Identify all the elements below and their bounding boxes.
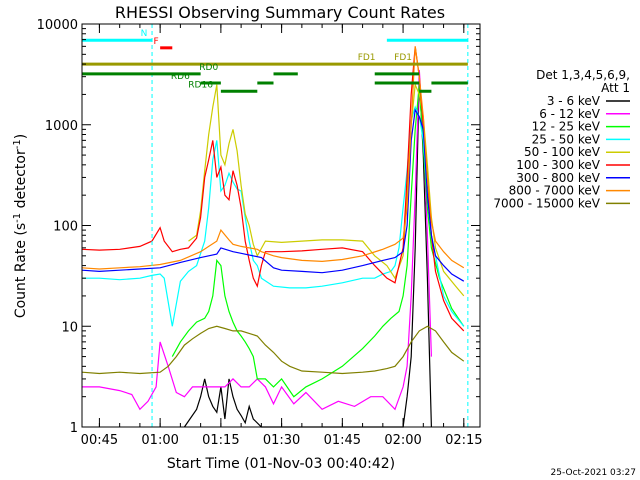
y-tick-label: 10000 — [37, 18, 78, 33]
flag-label-fd1-2: FD1 — [358, 53, 376, 63]
generation-timestamp: 25-Oct-2021 03:27 — [551, 468, 636, 478]
series-25-50-kev — [82, 105, 465, 327]
x-tick-label: 01:45 — [324, 433, 361, 448]
legend-label-100-300-kev: 100 - 300 keV — [516, 158, 600, 172]
legend-label-12-25-kev: 12 - 25 keV — [532, 120, 601, 134]
y-axis-label: Count Rate (s-1 detector-1) — [12, 134, 29, 318]
legend-label-3-6-kev: 3 - 6 keV — [547, 94, 601, 108]
tick-layer: 00:45 01:00 01:15 01:30 01:45 02:00 02:15 1 10 10… — [37, 18, 483, 448]
flag-label-rd0-4: RD0 — [199, 63, 218, 73]
x-axis-label: Start Time (01-Nov-03 00:40:42) — [167, 456, 395, 472]
legend-label-6-12-kev: 6 - 12 keV — [539, 107, 601, 121]
series-7000-15000-kev — [81, 325, 465, 375]
legend-title-line-2: Att 1 — [601, 81, 630, 95]
flag-label-f-1: F — [153, 37, 158, 47]
y-tick-label: 100 — [53, 220, 78, 235]
x-tick-label: 01:30 — [263, 433, 300, 448]
series-100-300-kev — [81, 46, 465, 332]
legend-label-25-50-kev: 25 - 50 keV — [532, 132, 601, 146]
series-6-12-kev — [82, 69, 432, 411]
y-tick-label: 10 — [61, 320, 78, 335]
series-300-800-kev — [81, 108, 465, 282]
legend-label-7000-15000-kev: 7000 - 15000 keV — [493, 196, 600, 210]
series-12-25-kev — [171, 84, 465, 398]
flag-label-fd1-3: FD1 — [394, 53, 412, 63]
x-tick-label: 02:15 — [445, 433, 482, 448]
flag-label-n-0: N — [141, 29, 148, 39]
series-800-7000-kev — [81, 46, 465, 270]
x-tick-label: 00:45 — [81, 433, 118, 448]
flag-label-rd16-6: RD16 — [188, 80, 213, 90]
chart-title: RHESSI Observing Summary Count Rates — [115, 3, 445, 22]
y-tick-label: 1000 — [45, 119, 78, 134]
x-tick-label: 02:00 — [384, 433, 421, 448]
flag-label-rd6-5: RD6 — [171, 72, 190, 82]
series-layer — [81, 46, 465, 428]
y-tick-label: 1 — [70, 421, 78, 436]
legend-label-50-100-kev: 50 - 100 keV — [524, 145, 601, 159]
legend-label-800-7000-kev: 800 - 7000 keV — [509, 184, 601, 198]
x-tick-label: 01:15 — [202, 433, 239, 448]
legend-title-line-1: Det 1,3,4,5,6,9, — [536, 68, 630, 82]
series-3-6-kev — [183, 76, 432, 428]
legend-label-300-800-kev: 300 - 800 keV — [516, 171, 600, 185]
x-tick-label: 01:00 — [141, 433, 178, 448]
